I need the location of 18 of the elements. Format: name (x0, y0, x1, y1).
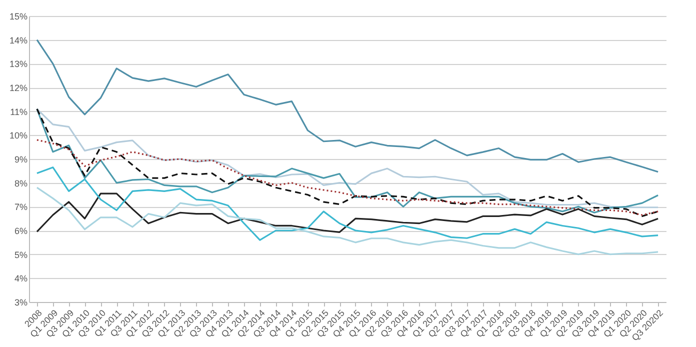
y-tick-label: 5% (14, 250, 28, 260)
y-tick-label: 7% (14, 202, 28, 212)
y-tick-label: 12% (9, 83, 28, 93)
line-series (36, 186, 659, 256)
y-tick-label: 11% (10, 106, 28, 117)
y-tick-label: 9% (14, 154, 28, 164)
line-series (36, 39, 659, 173)
y-tick-label: 14% (9, 35, 28, 46)
y-tick-label: 6% (14, 226, 28, 236)
y-tick-label: 13% (9, 59, 28, 70)
line-series (36, 139, 659, 216)
y-tick-label: 10% (9, 130, 28, 141)
line-series (36, 166, 659, 241)
line-series (36, 192, 659, 233)
y-tick-label: 4% (14, 274, 28, 284)
y-tick-label: 15% (9, 12, 28, 22)
y-tick-label: 3% (14, 298, 28, 308)
y-tick-label: 8% (14, 178, 28, 188)
